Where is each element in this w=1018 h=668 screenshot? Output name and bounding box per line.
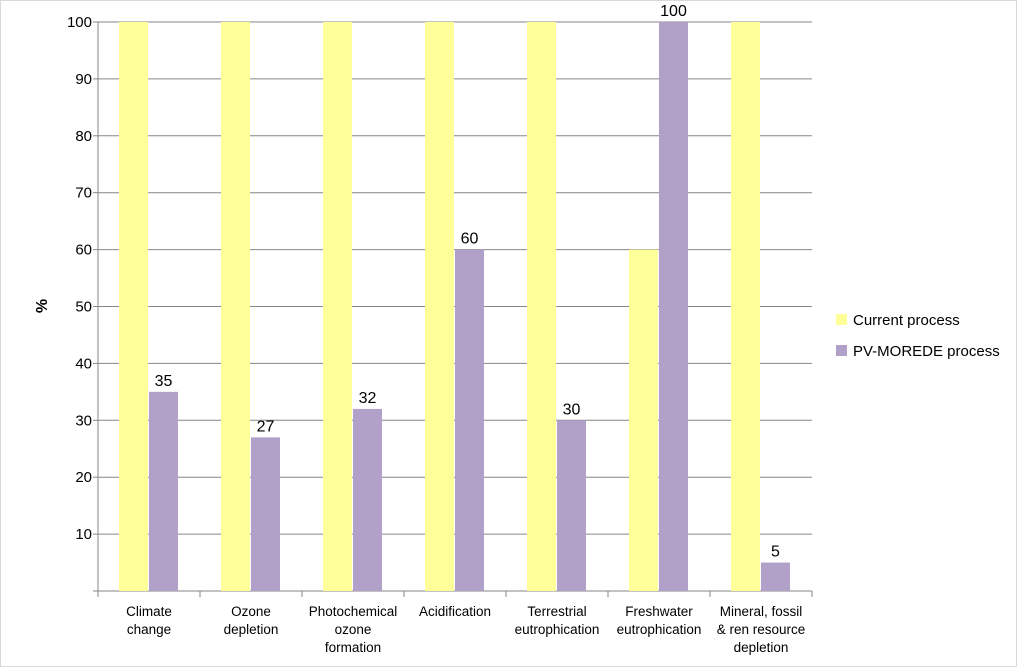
data-label: 100 [660, 3, 687, 20]
bar-current-process [527, 22, 556, 591]
y-tick-label: 90 [75, 71, 92, 88]
bar-current-process [119, 22, 148, 591]
y-tick-label: 50 [75, 299, 92, 316]
x-category-label: Mineral, fossil & ren resource depletion [717, 604, 806, 655]
data-label: 5 [771, 544, 780, 561]
x-category-label: Climate change [126, 604, 172, 637]
y-tick-label: 100 [67, 14, 92, 31]
bar-current-process [323, 22, 352, 591]
y-tick-label: 40 [75, 355, 92, 372]
bar-current-process [425, 22, 454, 591]
legend-swatch-current-process [836, 314, 847, 325]
bar-current-process [221, 22, 250, 591]
y-tick-label: 80 [75, 128, 92, 145]
x-category-label: Ozone depletion [224, 604, 279, 637]
y-tick-label: 30 [75, 412, 92, 429]
data-label: 30 [563, 401, 581, 418]
bar-pv-morede-process [149, 391, 178, 591]
legend-label: Current process [853, 312, 960, 329]
data-label: 35 [155, 373, 173, 390]
y-tick-label: 10 [75, 526, 92, 543]
x-category-label: Freshwater eutrophication [617, 604, 702, 637]
data-label: 60 [461, 231, 479, 248]
bar-current-process [731, 22, 760, 591]
x-category-label: Acidification [419, 604, 491, 619]
bar-pv-morede-process [659, 22, 688, 591]
data-label: 27 [257, 418, 275, 435]
bar-pv-morede-process [251, 437, 280, 591]
y-tick-label: 20 [75, 469, 92, 486]
y-tick-label: 60 [75, 242, 92, 259]
x-category-label: Photochemical ozone formation [309, 604, 398, 655]
bar-pv-morede-process [455, 249, 484, 591]
y-axis-title: % [34, 299, 51, 313]
bar-pv-morede-process [761, 562, 790, 591]
bar-current-process [629, 249, 658, 591]
x-category-label: Terrestrial eutrophication [515, 604, 600, 637]
y-tick-label: 70 [75, 185, 92, 202]
legend-swatch-pv-morede-process [836, 345, 847, 356]
bar-pv-morede-process [353, 408, 382, 591]
bar-pv-morede-process [557, 420, 586, 591]
legend-label: PV-MOREDE process [853, 343, 1000, 360]
data-label: 32 [359, 390, 377, 407]
